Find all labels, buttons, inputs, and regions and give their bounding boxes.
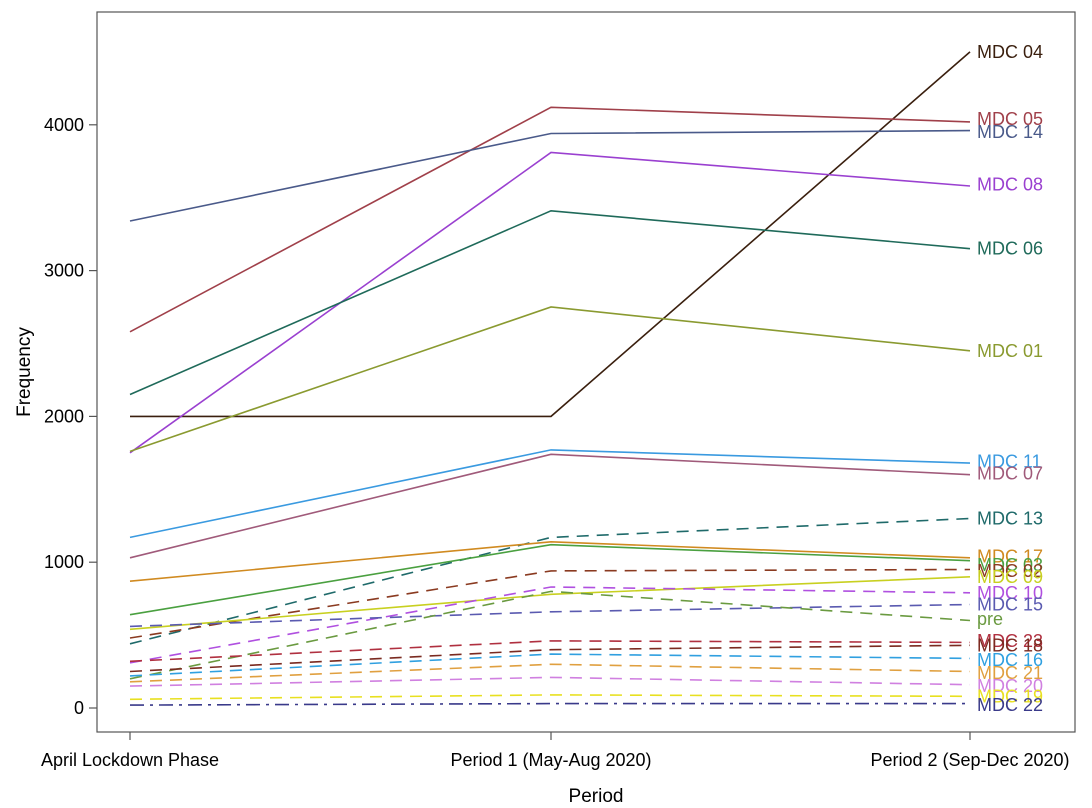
x-axis-title: Period xyxy=(569,786,624,807)
series-end-label: MDC 21 xyxy=(977,663,1043,683)
series-line-mdc-03 xyxy=(129,543,971,616)
series-line-mdc-07 xyxy=(129,453,971,559)
series-end-label: MDC 16 xyxy=(977,650,1043,670)
series-layer xyxy=(129,51,971,706)
series-end-label: MDC 15 xyxy=(977,594,1043,614)
series-line-mdc-08 xyxy=(129,151,971,454)
series-line-mdc-10 xyxy=(129,586,971,664)
series-line-pre xyxy=(129,590,971,680)
series-end-label: MDC 03 xyxy=(977,555,1043,575)
series-end-label: MDC 13 xyxy=(977,508,1043,528)
series-line-mdc-19 xyxy=(129,694,971,701)
series-line-mdc-18 xyxy=(129,644,971,673)
series-line-mdc-14 xyxy=(129,129,971,222)
series-line-mdc-05 xyxy=(129,106,971,333)
series-line-mdc-06 xyxy=(129,209,971,396)
series-line-mdc-15 xyxy=(129,603,971,628)
plot-frame xyxy=(96,11,1076,733)
x-tick-label: April Lockdown Phase xyxy=(41,750,219,770)
series-line-mdc-09 xyxy=(129,576,971,631)
series-line-mdc-11 xyxy=(129,449,971,539)
series-end-label: MDC 08 xyxy=(977,175,1043,195)
series-end-label: MDC 18 xyxy=(977,635,1043,655)
series-line-mdc-21 xyxy=(129,663,971,683)
series-end-label: MDC 14 xyxy=(977,122,1043,142)
y-axis-title: Frequency xyxy=(14,327,35,417)
x-tick-label: Period 2 (Sep-Dec 2020) xyxy=(870,750,1069,770)
series-end-label: MDC 11 xyxy=(977,452,1042,472)
x-tick-label: Period 1 (May-Aug 2020) xyxy=(450,750,651,770)
y-axis: 0 1000 2000 3000 4000 xyxy=(44,115,97,718)
y-tick-label: 2000 xyxy=(44,406,84,426)
series-line-mdc-04 xyxy=(130,51,971,418)
series-end-label: MDC 10 xyxy=(977,583,1043,603)
series-end-label: MDC 22 xyxy=(977,695,1043,715)
series-end-label: MDC 02 xyxy=(977,561,1043,581)
series-end-label: MDC 05 xyxy=(977,109,1043,129)
x-axis: April Lockdown Phase Period 1 (May-Aug 20… xyxy=(41,732,1070,770)
series-line-mdc-16 xyxy=(129,653,971,677)
series-line-mdc-13 xyxy=(129,517,971,645)
series-line-mdc-20 xyxy=(129,676,971,687)
series-line-mdc-17 xyxy=(129,540,971,582)
y-tick-label: 1000 xyxy=(44,552,84,572)
y-tick-label: 0 xyxy=(74,698,84,718)
y-tick-label: 3000 xyxy=(44,261,84,281)
series-end-label: MDC 07 xyxy=(977,463,1043,483)
series-end-label: pre xyxy=(977,609,1003,629)
series-line-mdc-23 xyxy=(129,640,971,663)
series-end-label: MDC 04 xyxy=(977,42,1043,62)
series-end-label: MDC 09 xyxy=(977,567,1043,587)
series-line-mdc-01 xyxy=(129,306,971,453)
series-end-label: MDC 23 xyxy=(977,631,1043,651)
series-end-label: MDC 19 xyxy=(977,686,1043,706)
series-end-label: MDC 01 xyxy=(977,341,1043,361)
series-line-mdc-22 xyxy=(129,702,970,706)
series-end-label: MDC 17 xyxy=(977,546,1043,566)
series-line-mdc-02 xyxy=(129,568,971,639)
series-end-label: MDC 06 xyxy=(977,239,1043,259)
series-end-label: MDC 20 xyxy=(977,676,1043,696)
y-tick-label: 4000 xyxy=(44,115,84,135)
